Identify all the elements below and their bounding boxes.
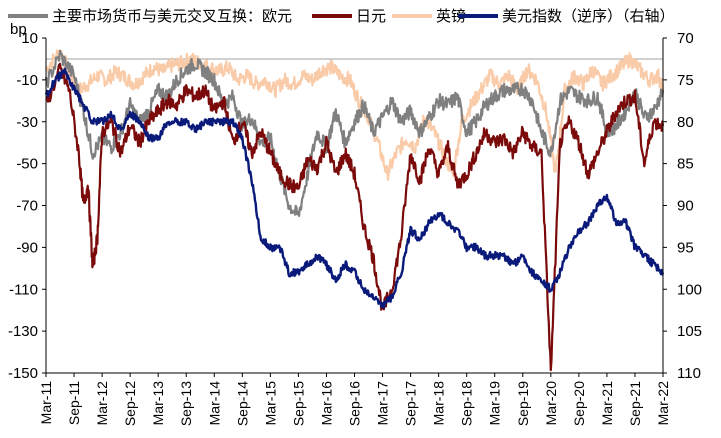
legend: 主要市场货币与美元交叉互换：欧元 日元 英镑 美元指数（逆序）（右轴） (8, 7, 675, 25)
series-line-0 (44, 49, 665, 217)
right-tick-label: 105 (677, 323, 702, 340)
x-tick-label: Mar-13 (150, 381, 166, 426)
x-tick-label: Mar-22 (655, 381, 671, 426)
series-layer (44, 49, 665, 372)
x-tick-label: Sep-12 (122, 381, 138, 426)
left-tick-label: -50 (16, 156, 38, 173)
right-tick-label: 85 (677, 156, 694, 173)
x-tick-label: Mar-16 (318, 381, 334, 426)
right-tick-label: 80 (677, 114, 694, 131)
x-tick-label: Mar-11 (38, 381, 54, 425)
x-tick-label: Sep-19 (515, 381, 531, 426)
x-tick-label: Mar-17 (375, 381, 391, 426)
left-tick-label: -90 (16, 239, 38, 256)
left-tick-label: -150 (8, 365, 38, 382)
x-tick-label: Sep-16 (347, 381, 363, 426)
x-tick-label: Mar-21 (599, 381, 615, 426)
x-tick-label: Mar-20 (543, 381, 559, 426)
right-tick-label: 90 (677, 198, 694, 215)
x-tick-label: Sep-14 (234, 381, 250, 426)
x-tick-label: Sep-15 (290, 381, 306, 426)
series-line-3 (44, 67, 665, 309)
left-tick-label: -10 (16, 72, 38, 89)
x-tick-label: Sep-18 (459, 381, 475, 426)
left-tick-label: 10 (21, 30, 38, 47)
right-tick-label: 70 (677, 30, 694, 47)
series-line-1 (45, 62, 665, 372)
left-tick-label: -110 (9, 281, 38, 298)
x-tick-label: Sep-13 (178, 381, 194, 426)
left-tick-label: -130 (8, 323, 38, 340)
legend-label-1: 日元 (356, 7, 386, 25)
right-tick-label: 95 (677, 239, 694, 256)
x-tick-label: Mar-18 (431, 381, 447, 426)
x-tick-label: Sep-20 (571, 381, 587, 426)
legend-label-3: 美元指数（逆序）（右轴） (502, 7, 675, 25)
x-tick-label: Sep-21 (627, 381, 643, 426)
x-tick-label: Mar-12 (94, 381, 110, 426)
legend-label-2: 英镑 (436, 7, 466, 25)
unit-label: bp (10, 21, 27, 38)
legend-label-0: 主要市场货币与美元交叉互换：欧元 (52, 7, 292, 25)
x-tick-label: Sep-11 (66, 381, 82, 425)
series-line-2 (44, 49, 665, 181)
x-tick-label: Mar-14 (206, 381, 222, 426)
left-tick-label: -30 (16, 114, 38, 131)
right-tick-label: 100 (677, 281, 702, 298)
x-tick-label: Mar-19 (487, 381, 503, 426)
left-tick-label: -70 (16, 198, 38, 215)
x-tick-label: Sep-17 (403, 381, 419, 426)
right-tick-label: 110 (677, 365, 701, 382)
x-tick-label: Mar-15 (262, 381, 278, 426)
right-tick-label: 75 (677, 72, 694, 89)
